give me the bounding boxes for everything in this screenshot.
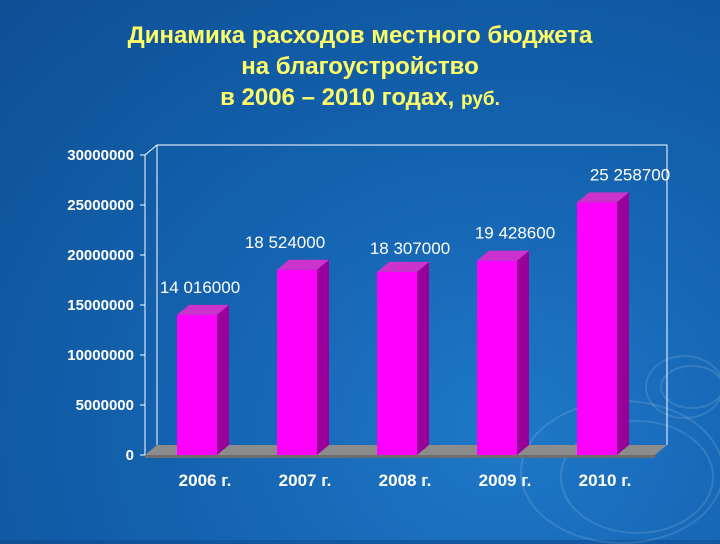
bar-front <box>377 271 417 455</box>
bar-top <box>477 250 529 261</box>
bar-data-label: 18 524000 <box>245 233 325 252</box>
bar-front <box>577 202 617 455</box>
x-category-label: 2006 г. <box>179 471 232 490</box>
bar-side <box>217 304 229 455</box>
y-tick-label: 20000000 <box>67 247 134 264</box>
x-category-label: 2007 г. <box>279 471 332 490</box>
title-line-1: Динамика расходов местного бюджета <box>127 22 593 49</box>
bar-side <box>517 250 529 455</box>
bar-side <box>417 261 429 455</box>
y-tick-label: 15000000 <box>67 297 134 314</box>
bar-data-label: 19 428600 <box>475 224 555 243</box>
y-tick-label: 5000000 <box>76 397 134 414</box>
bar-top <box>377 261 429 272</box>
bar-data-label: 18 307000 <box>370 239 450 258</box>
bar-side <box>617 192 629 455</box>
x-category-label: 2010 г. <box>579 471 632 490</box>
bar-data-label: 14 016000 <box>160 278 240 297</box>
title-line-3: в 2006 – 2010 годах, руб. <box>0 82 720 115</box>
y-tick-label: 30000000 <box>67 147 134 164</box>
y-tick-label: 10000000 <box>67 347 134 364</box>
title-unit: руб. <box>460 89 500 110</box>
x-category-label: 2008 г. <box>379 471 432 490</box>
y-tick-label: 0 <box>126 447 134 464</box>
bar-side <box>317 259 329 455</box>
title-line-2: на благоустройство <box>241 53 479 80</box>
bar-top <box>577 192 629 203</box>
bar-front <box>177 314 217 455</box>
title-years: в 2006 – 2010 годах, <box>220 84 455 111</box>
x-category-label: 2009 г. <box>479 471 532 490</box>
bar-top <box>177 304 229 315</box>
bar-front <box>477 260 517 455</box>
bar-front <box>277 269 317 455</box>
chart-floor-edge <box>145 455 655 458</box>
bar-data-label: 25 258700 <box>590 165 670 184</box>
bar-top <box>277 259 329 270</box>
y-tick-label: 25000000 <box>67 197 134 214</box>
chart-title: Динамика расходов местного бюджета на бл… <box>0 20 720 115</box>
